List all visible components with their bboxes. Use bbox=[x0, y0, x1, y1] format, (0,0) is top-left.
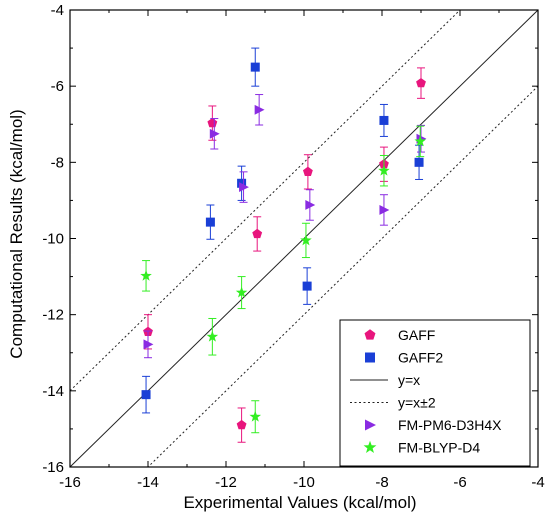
legend-label: GAFF2 bbox=[398, 350, 443, 366]
data-point bbox=[305, 200, 316, 210]
legend-label: y=x bbox=[398, 372, 420, 388]
data-point bbox=[300, 234, 312, 246]
data-point bbox=[416, 77, 426, 88]
data-point bbox=[414, 157, 424, 167]
x-tick-label: -14 bbox=[137, 474, 159, 491]
y-tick-label: -6 bbox=[51, 78, 64, 95]
y-tick-label: -10 bbox=[42, 231, 64, 248]
offset-line bbox=[147, 85, 538, 467]
legend-marker bbox=[365, 419, 376, 431]
data-point bbox=[237, 178, 247, 188]
legend-label: y=x±2 bbox=[398, 395, 436, 411]
y-tick-label: -4 bbox=[51, 2, 64, 19]
data-point bbox=[236, 419, 247, 430]
data-point bbox=[379, 204, 390, 215]
data-point bbox=[252, 228, 263, 239]
legend-marker bbox=[363, 440, 377, 453]
x-tick-label: -16 bbox=[59, 474, 81, 491]
data-point bbox=[207, 117, 218, 128]
data-point bbox=[302, 281, 312, 291]
legend-label: FM-BLYP-D4 bbox=[398, 440, 480, 456]
legend-label: FM-PM6-D3H4X bbox=[398, 417, 502, 433]
series-fm-blyp-d4 bbox=[140, 125, 426, 434]
data-point bbox=[379, 115, 389, 125]
y-tick-label: -12 bbox=[42, 307, 64, 324]
x-tick-label: -4 bbox=[531, 474, 544, 491]
legend-label: GAFF bbox=[398, 327, 435, 343]
y-tick-label: -16 bbox=[42, 459, 64, 476]
data-point bbox=[140, 269, 152, 281]
legend-marker bbox=[365, 352, 375, 363]
series-gaff2 bbox=[141, 47, 424, 414]
data-point bbox=[141, 390, 151, 400]
legend-box bbox=[339, 319, 531, 467]
data-point bbox=[250, 62, 260, 72]
x-axis-title: Experimental Values (kcal/mol) bbox=[183, 493, 416, 512]
y-axis-title: Computational Results (kcal/mol) bbox=[7, 109, 26, 358]
data-point bbox=[249, 410, 262, 422]
data-point bbox=[235, 286, 248, 298]
data-point bbox=[302, 166, 313, 177]
legend-marker bbox=[364, 329, 376, 340]
data-point bbox=[414, 135, 426, 147]
data-point bbox=[254, 104, 265, 115]
data-point bbox=[378, 164, 390, 176]
x-tick-label: -6 bbox=[453, 474, 466, 491]
x-tick-label: -12 bbox=[215, 474, 237, 491]
x-tick-label: -10 bbox=[293, 474, 315, 491]
x-tick-label: -8 bbox=[375, 474, 388, 491]
data-point bbox=[205, 217, 215, 227]
y-tick-label: -14 bbox=[42, 383, 64, 400]
data-point bbox=[239, 182, 249, 193]
data-point bbox=[143, 339, 154, 350]
series-fm-pm6-d3h4x bbox=[143, 94, 427, 359]
data-point bbox=[209, 128, 220, 139]
data-point bbox=[206, 330, 219, 342]
y-tick-label: -8 bbox=[51, 154, 64, 171]
